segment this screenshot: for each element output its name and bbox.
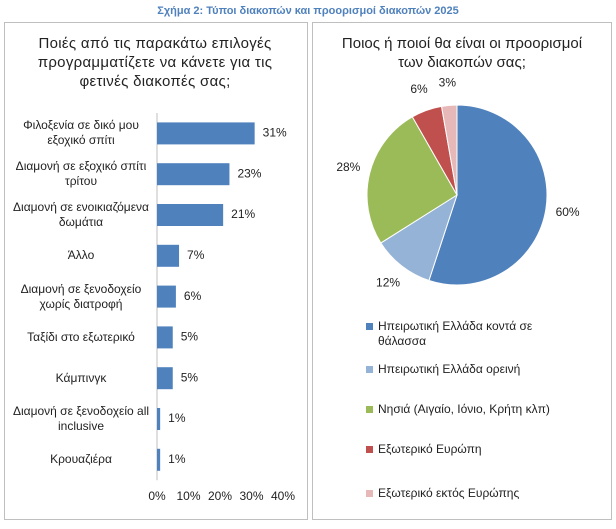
legend-label: Ηπειρωτική Ελλάδα ορεινή bbox=[378, 362, 521, 376]
x-tick-label: 20% bbox=[208, 489, 232, 503]
bar bbox=[157, 163, 230, 186]
x-tick-label: 0% bbox=[148, 489, 166, 503]
data-label: 31% bbox=[263, 126, 287, 140]
legend-swatch bbox=[366, 446, 373, 453]
pie-slice bbox=[440, 104, 458, 196]
data-label: 5% bbox=[181, 370, 199, 384]
y-tick-label: Διαμονή σε ξενοδοχείο all inclusive bbox=[12, 404, 150, 433]
y-tick-label: Κάμπινγκ bbox=[55, 370, 107, 385]
x-tick-label: 10% bbox=[176, 489, 200, 503]
data-label: 60% bbox=[556, 205, 580, 219]
x-tick-label: 40% bbox=[271, 489, 295, 503]
chart-title: Ποιές από τις παρακάτω επιλογές προγραμμ… bbox=[37, 35, 273, 90]
legend-swatch bbox=[366, 366, 373, 373]
pie-slice bbox=[428, 104, 548, 286]
legend-swatch bbox=[366, 406, 373, 413]
data-label: 5% bbox=[181, 330, 199, 344]
panel bbox=[4, 22, 308, 520]
y-tick-label: Διαμονή σε ενοικιαζόμενα δωμάτια bbox=[13, 200, 149, 229]
bar bbox=[157, 448, 161, 471]
bar bbox=[157, 367, 173, 390]
data-label: 12% bbox=[376, 275, 400, 289]
legend-label: Νησιά (Αιγαίο, Ιόνιο, Κρήτη κλπ) bbox=[378, 402, 550, 416]
bar bbox=[157, 326, 173, 349]
bar bbox=[157, 122, 255, 145]
bar bbox=[157, 204, 224, 226]
data-label: 23% bbox=[237, 166, 261, 180]
figure-title: Σχήμα 2: Τύποι διακοπών και προορισμοί δ… bbox=[157, 5, 459, 17]
y-tick-label: Άλλο bbox=[67, 248, 95, 263]
legend-label: Ηπειρωτική Ελλάδα κοντά σε θάλασσα bbox=[378, 319, 533, 348]
bar bbox=[157, 244, 180, 267]
legend-label: Εξωτερικό Ευρώπη bbox=[378, 442, 482, 456]
x-tick-label: 30% bbox=[239, 489, 263, 503]
panel bbox=[312, 22, 612, 520]
data-label: 1% bbox=[168, 411, 186, 425]
data-label: 3% bbox=[439, 76, 457, 90]
y-tick-label: Διαμονή σε εξοχικό σπίτι τρίτου bbox=[15, 159, 147, 189]
legend-swatch bbox=[366, 323, 373, 330]
bar bbox=[157, 285, 176, 308]
legend-swatch bbox=[366, 490, 373, 497]
y-tick-label: Διαμονή σε ξενοδοχείο χωρίς διατροφή bbox=[20, 281, 142, 311]
y-tick-label: Ταξίδι στο εξωτερικό bbox=[27, 329, 135, 344]
data-label: 1% bbox=[168, 452, 186, 466]
pie-slice bbox=[366, 116, 458, 244]
chart-title: Ποιος ή ποιοί θα είναι οι προορισμοί των… bbox=[341, 35, 583, 71]
data-label: 6% bbox=[410, 82, 428, 96]
bar bbox=[157, 408, 161, 430]
data-label: 21% bbox=[231, 207, 255, 221]
legend-label: Εξωτερικό εκτός Ευρώπης bbox=[378, 486, 520, 500]
data-label: 28% bbox=[336, 160, 360, 174]
data-label: 7% bbox=[187, 248, 205, 262]
data-label: 6% bbox=[184, 289, 202, 303]
y-tick-label: Φιλοξενία σε δικό μου εξοχικό σπίτι bbox=[23, 118, 139, 148]
y-tick-label: Κρουαζιέρα bbox=[50, 452, 112, 467]
